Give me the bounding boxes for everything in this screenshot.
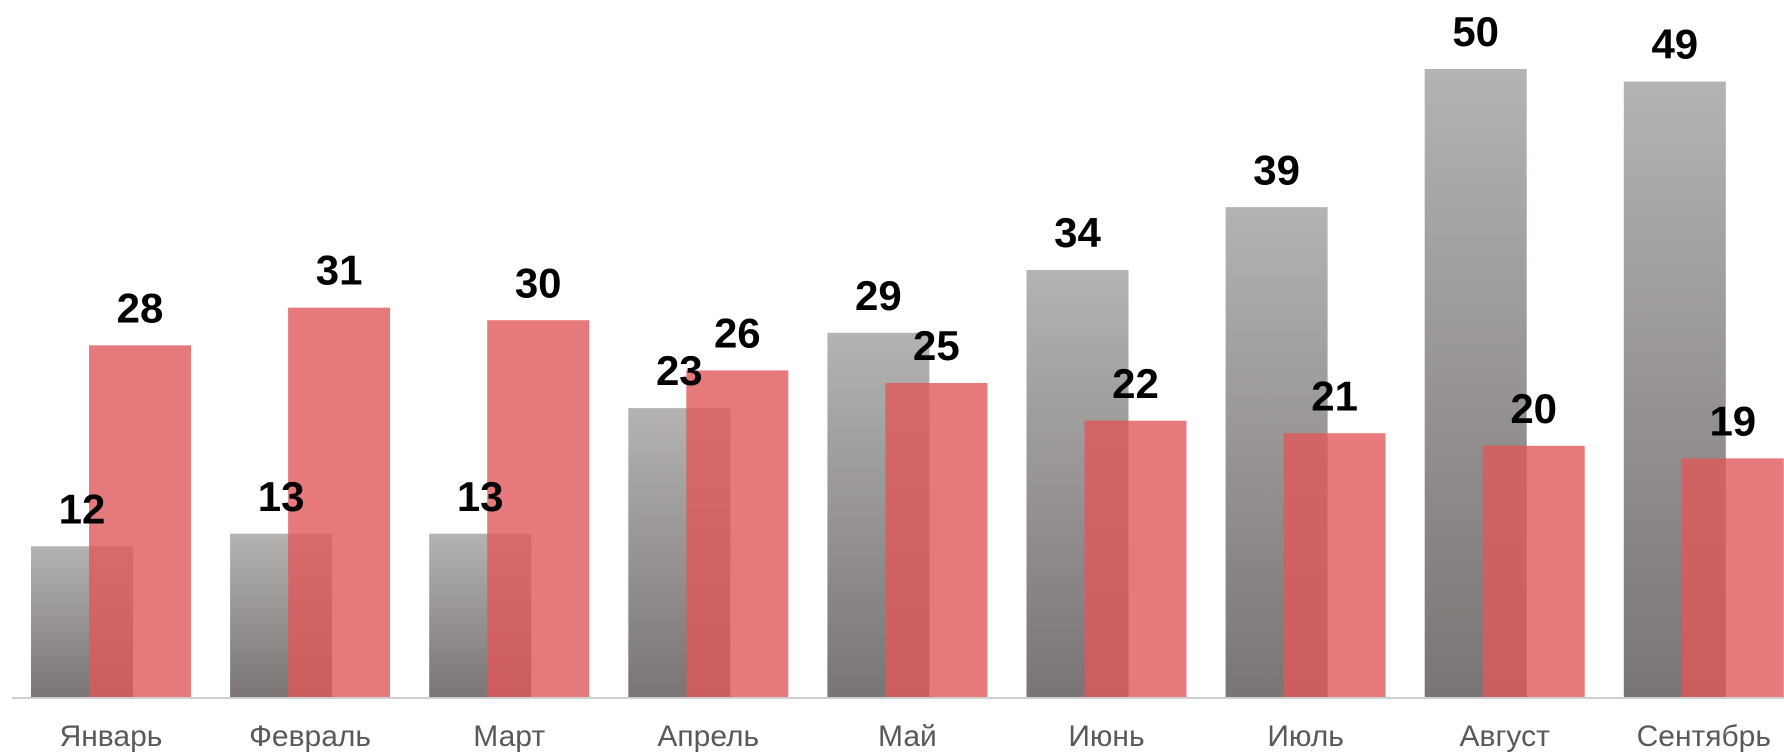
bar	[288, 307, 391, 697]
bar	[686, 370, 789, 697]
data-label: 29	[855, 272, 902, 319]
data-label: 30	[515, 259, 562, 306]
x-tick-label: Апрель	[657, 720, 759, 753]
x-tick-label: Июль	[1267, 720, 1344, 753]
bar	[885, 383, 988, 697]
x-tick-label: Сентябрь	[1637, 720, 1771, 753]
data-label: 12	[59, 485, 106, 532]
data-label: 13	[457, 473, 504, 520]
x-tick-label: Февраль	[249, 720, 371, 753]
x-tick-label: Март	[473, 720, 545, 753]
data-label: 19	[1709, 397, 1756, 444]
bar	[1283, 433, 1386, 697]
data-label: 22	[1112, 360, 1159, 407]
x-tick-label: Май	[878, 720, 937, 753]
data-label: 26	[714, 310, 761, 357]
data-label: 50	[1452, 8, 1499, 55]
data-label: 21	[1311, 372, 1358, 419]
x-tick-label: Июнь	[1068, 720, 1144, 753]
bar	[487, 320, 590, 697]
x-tick-label: Январь	[60, 720, 163, 753]
data-label: 31	[316, 247, 363, 294]
bar	[89, 345, 191, 697]
data-label: 20	[1510, 385, 1557, 432]
bar	[1681, 458, 1784, 697]
bar	[1482, 445, 1585, 697]
x-tick-label: Август	[1460, 720, 1551, 753]
data-label: 49	[1651, 21, 1698, 68]
data-label: 23	[656, 347, 703, 394]
data-label: 34	[1054, 209, 1101, 256]
bar	[1084, 420, 1187, 697]
data-label: 25	[913, 322, 960, 369]
data-label: 39	[1253, 146, 1300, 193]
data-label: 13	[258, 473, 305, 520]
data-label: 28	[117, 284, 164, 331]
